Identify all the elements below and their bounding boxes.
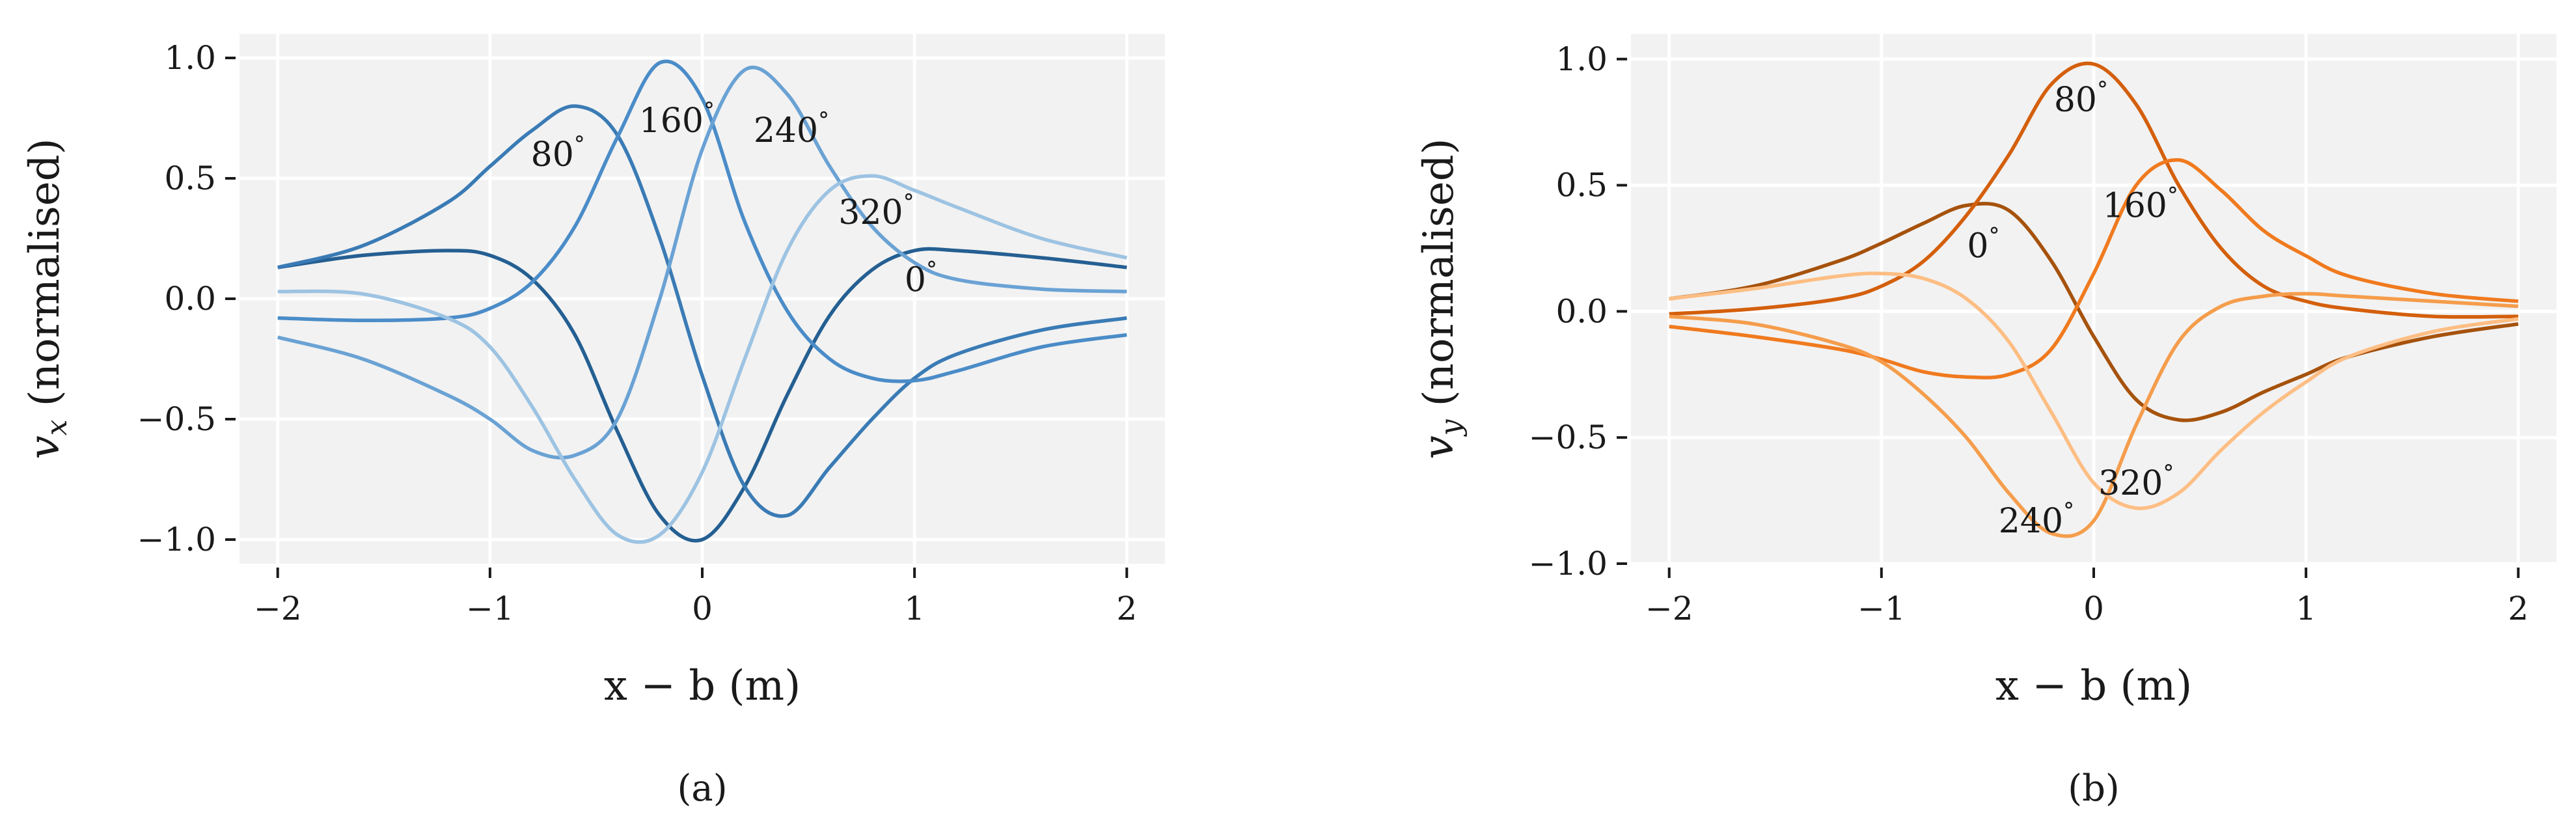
y-tick-label-a: 0.5 [164, 159, 216, 197]
y-tick-label-a: −0.5 [137, 400, 216, 438]
angle-annotation-a: 240° [754, 107, 829, 150]
series-line-b-0deg [1669, 202, 2519, 422]
x-axis-title-a: x − b (m) [604, 662, 801, 710]
series-line-b-240deg [1669, 292, 2519, 538]
y-axis-title-a: vx (normalised) [21, 138, 74, 459]
x-tick-label-a: 0 [692, 590, 713, 627]
series-line-a-160deg [277, 59, 1127, 383]
y-tick-label-b: −1.0 [1529, 545, 1608, 583]
series-line-b-80deg [1669, 61, 2519, 319]
y-tick-label-b: 0.0 [1555, 292, 1608, 330]
y-tick-label-a: −1.0 [137, 521, 216, 558]
series-line-a-0deg [277, 247, 1127, 543]
x-tick-label-b: −1 [1857, 590, 1906, 627]
x-tick-label-b: −2 [1645, 590, 1693, 627]
angle-annotation-a: 320° [838, 189, 914, 232]
x-axis-title-b: x − b (m) [1995, 662, 2192, 710]
y-tick-label-b: −0.5 [1529, 419, 1608, 456]
x-tick-label-a: −1 [466, 590, 514, 627]
series-line-a-80deg [277, 104, 1127, 518]
y-axis-title-b: vy (normalised) [1415, 138, 1468, 459]
y-tick-label-b: 1.0 [1555, 40, 1608, 78]
x-tick-label-b: 1 [2295, 590, 2316, 627]
angle-annotation-b: 160° [2103, 183, 2178, 226]
series-line-a-240deg [277, 65, 1127, 460]
angle-annotation-b: 240° [1999, 498, 2074, 541]
x-tick-label-a: 1 [904, 590, 925, 627]
y-tick-label-a: 0.0 [164, 280, 216, 318]
series-line-b-160deg [1669, 158, 2519, 379]
panel-b-vy-chart: −2 −1 0 1 2−1.0−0.50.00.51.080°0°160°320°240… [1415, 34, 2556, 810]
series-line-b-320deg [1669, 271, 2519, 510]
x-tick-label-b: 0 [2083, 590, 2104, 627]
x-tick-label-a: 2 [1116, 590, 1137, 627]
panel-label-a: (a) [677, 767, 727, 810]
x-tick-label-a: −2 [254, 590, 302, 627]
y-tick-label-a: 1.0 [164, 39, 216, 77]
panel-label-b: (b) [2068, 767, 2120, 810]
y-tick-label-b: 0.5 [1555, 167, 1608, 204]
angle-annotation-a: 160° [639, 98, 715, 141]
angle-annotation-b: 320° [2098, 460, 2174, 503]
panel-a-vx-chart: −2 −1 0 1 2−1.0−0.50.00.51.080°160°240°320°0… [21, 34, 1165, 810]
x-tick-label-b: 2 [2508, 590, 2528, 627]
series-line-a-320deg [277, 174, 1127, 544]
